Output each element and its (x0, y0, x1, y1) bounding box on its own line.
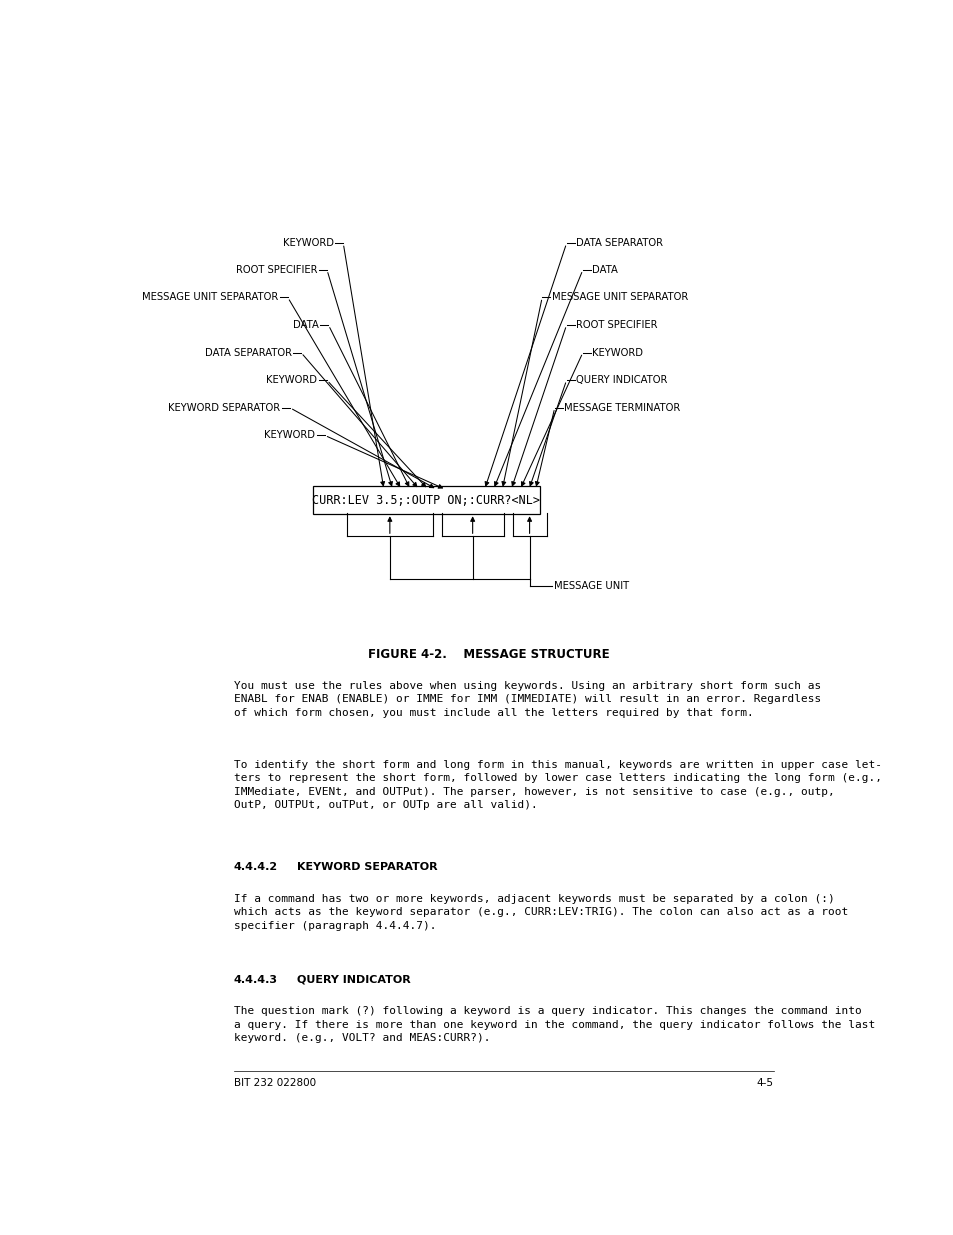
Text: The question mark (?) following a keyword is a query indicator. This changes the: The question mark (?) following a keywor… (233, 1007, 874, 1044)
Text: FIGURE 4-2.    MESSAGE STRUCTURE: FIGURE 4-2. MESSAGE STRUCTURE (368, 647, 609, 661)
Text: DATA: DATA (592, 266, 618, 275)
Text: 4.4.4.2: 4.4.4.2 (233, 862, 277, 872)
Text: DATA SEPARATOR: DATA SEPARATOR (204, 348, 292, 358)
Text: QUERY INDICATOR: QUERY INDICATOR (576, 375, 667, 385)
Text: CURR:LEV 3.5;:OUTP ON;:CURR?<NL>: CURR:LEV 3.5;:OUTP ON;:CURR?<NL> (312, 494, 539, 506)
Text: MESSAGE UNIT SEPARATOR: MESSAGE UNIT SEPARATOR (142, 293, 278, 303)
Text: To identify the short form and long form in this manual, keywords are written in: To identify the short form and long form… (233, 760, 881, 810)
Text: ROOT SPECIFIER: ROOT SPECIFIER (576, 320, 657, 330)
Text: QUERY INDICATOR: QUERY INDICATOR (296, 974, 410, 984)
Text: KEYWORD: KEYWORD (264, 430, 314, 441)
Text: ROOT SPECIFIER: ROOT SPECIFIER (235, 266, 317, 275)
Text: DATA SEPARATOR: DATA SEPARATOR (576, 238, 662, 248)
Text: BIT 232 022800: BIT 232 022800 (233, 1078, 315, 1088)
Text: KEYWORD SEPARATOR: KEYWORD SEPARATOR (168, 403, 280, 412)
Text: MESSAGE TERMINATOR: MESSAGE TERMINATOR (564, 403, 679, 412)
Text: KEYWORD: KEYWORD (282, 238, 334, 248)
Text: 4.4.4.3: 4.4.4.3 (233, 974, 277, 984)
Text: You must use the rules above when using keywords. Using an arbitrary short form : You must use the rules above when using … (233, 680, 821, 718)
Text: 4-5: 4-5 (756, 1078, 773, 1088)
Text: KEYWORD: KEYWORD (266, 375, 317, 385)
Text: MESSAGE UNIT SEPARATOR: MESSAGE UNIT SEPARATOR (551, 293, 687, 303)
Text: MESSAGE UNIT: MESSAGE UNIT (554, 580, 628, 590)
Text: KEYWORD SEPARATOR: KEYWORD SEPARATOR (296, 862, 436, 872)
Text: DATA: DATA (293, 320, 318, 330)
Text: If a command has two or more keywords, adjacent keywords must be separated by a : If a command has two or more keywords, a… (233, 894, 847, 931)
Text: KEYWORD: KEYWORD (592, 348, 642, 358)
